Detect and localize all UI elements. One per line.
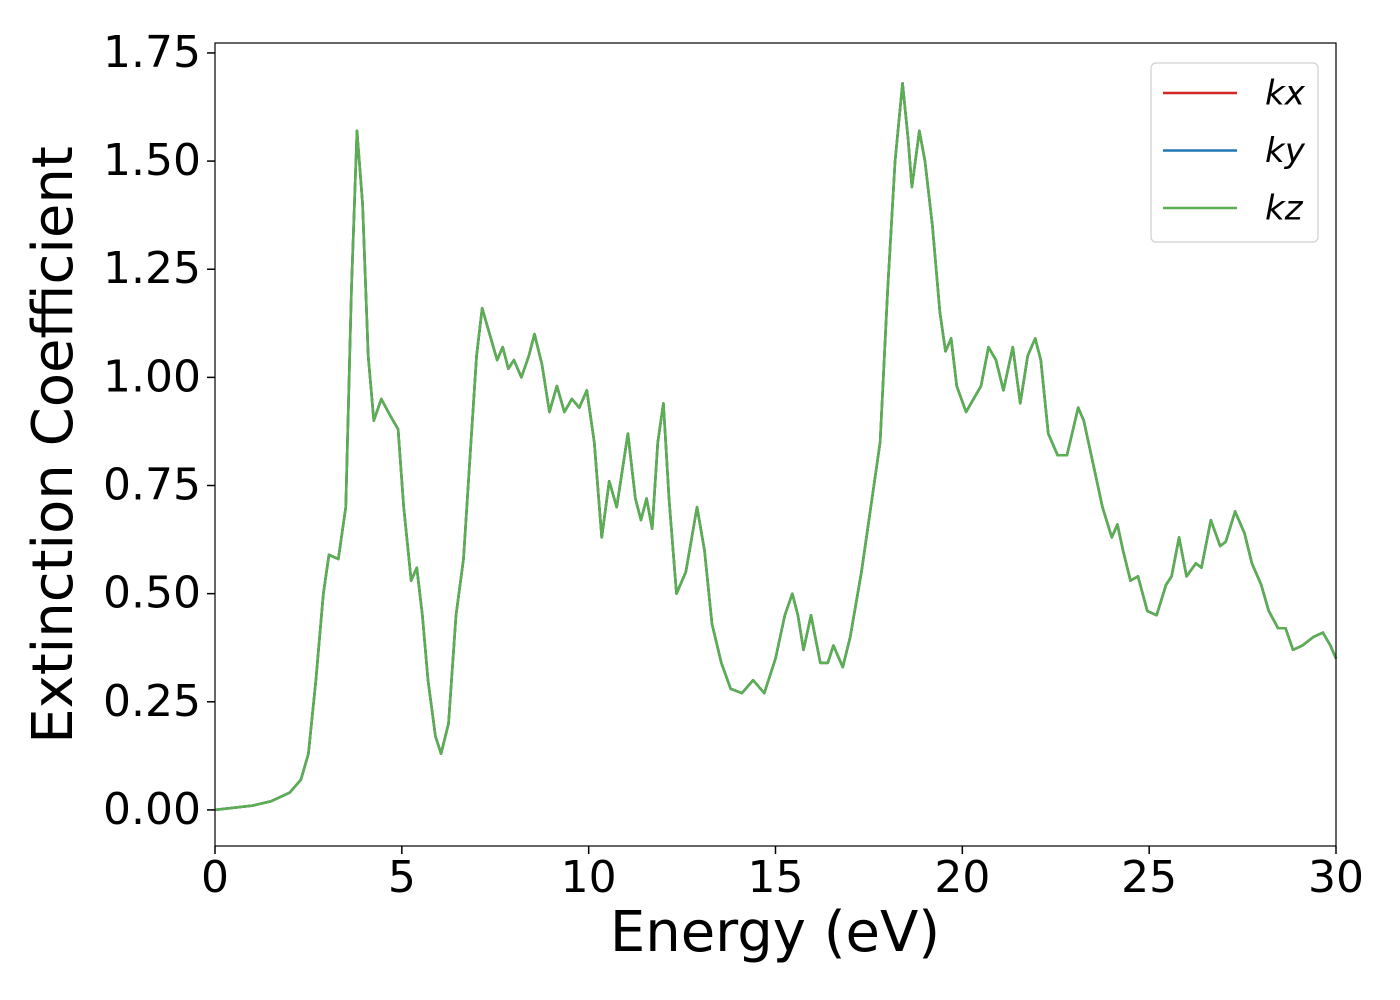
x-tick-label: 10 [561,852,617,903]
legend-label: kz [1265,189,1304,229]
x-axis-label: Energy (eV) [610,900,940,965]
legend-box [1150,62,1319,243]
x-tick-label: 5 [388,852,416,903]
x-tick-label: 20 [934,852,990,903]
x-tick-label: 30 [1308,852,1364,903]
y-axis-label: Extinction Coefficient [21,146,86,744]
y-tick-label: 1.75 [103,27,201,78]
y-tick-label: 0.00 [103,784,201,835]
y-tick-label: 0.50 [103,568,201,619]
x-tick-label: 15 [748,852,804,903]
y-tick-label: 1.25 [103,243,201,294]
series-line [214,81,1338,812]
y-tick-label: 0.75 [103,460,201,511]
y-tick-label: 1.50 [103,135,201,186]
x-tick-label: 25 [1121,852,1177,903]
x-tick-label: 0 [201,852,229,903]
y-tick-label: 0.25 [103,676,201,727]
legend-label: ky [1265,131,1306,171]
y-tick-label: 1.00 [103,351,201,402]
plot-frame [214,42,1337,847]
legend-label: kx [1265,74,1306,114]
